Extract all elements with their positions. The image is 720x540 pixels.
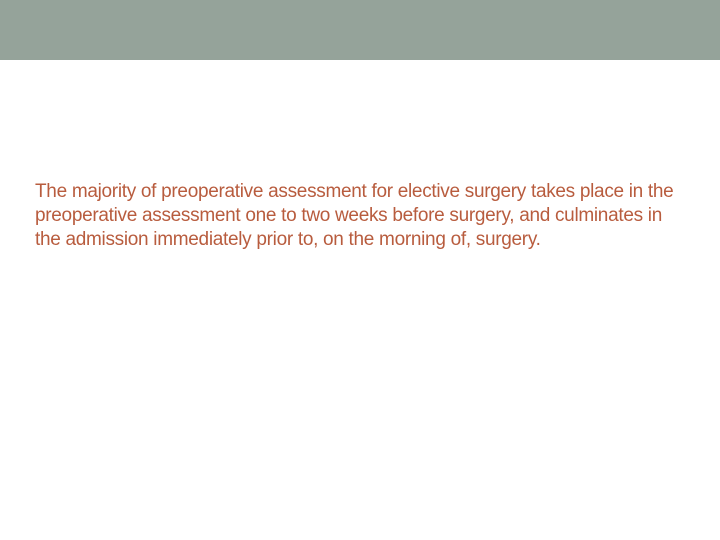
- header-bar: [0, 0, 720, 60]
- body-paragraph: The majority of preoperative assessment …: [35, 180, 685, 251]
- content-area: The majority of preoperative assessment …: [0, 60, 720, 251]
